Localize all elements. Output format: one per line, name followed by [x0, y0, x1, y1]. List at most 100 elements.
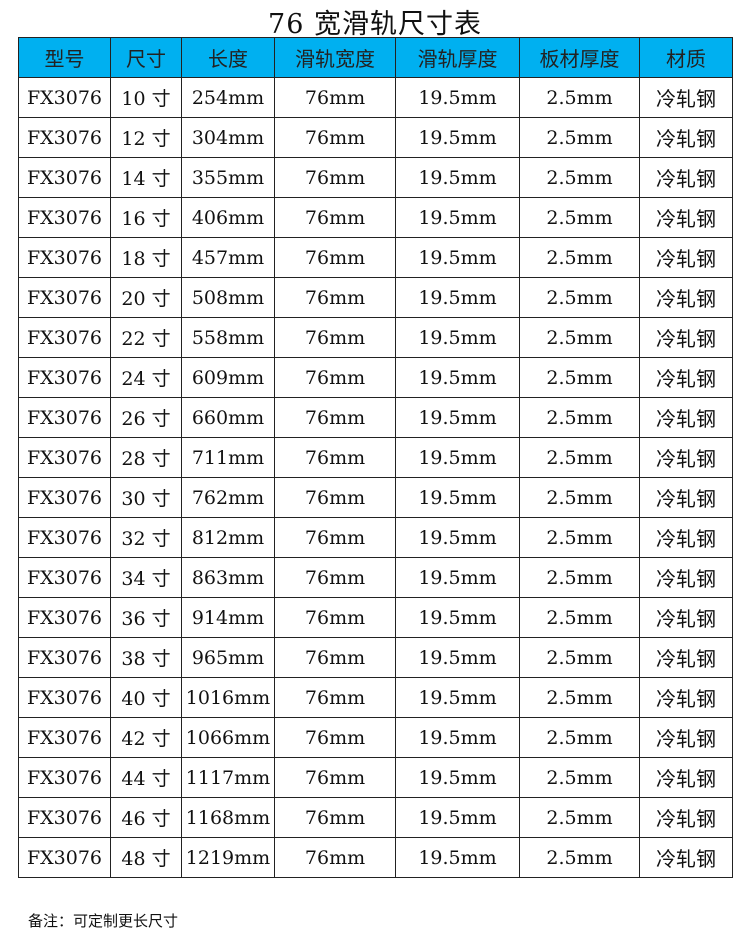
- cell-rail-width: 76mm: [274, 277, 396, 318]
- cell-size: 10 寸: [110, 77, 182, 118]
- table-row: FX3076 44 寸 1117mm 76mm 19.5mm 2.5mm 冷轧钢: [18, 757, 733, 798]
- footnote: 备注：可定制更长尺寸: [28, 912, 179, 930]
- cell-rail-width: 76mm: [274, 117, 396, 158]
- page-title: 76 宽滑轨尺寸表: [268, 9, 482, 40]
- cell-size: 32 寸: [110, 517, 182, 558]
- cell-model: FX3076: [18, 317, 111, 358]
- table-row: FX3076 10 寸 254mm 76mm 19.5mm 2.5mm 冷轧钢: [18, 77, 733, 118]
- cell-material: 冷轧钢: [639, 277, 733, 318]
- cell-rail-thickness: 19.5mm: [395, 197, 520, 238]
- cell-size: 28 寸: [110, 437, 182, 478]
- cell-plate-thickness: 2.5mm: [519, 77, 640, 118]
- cell-rail-thickness: 19.5mm: [395, 557, 520, 598]
- cell-material: 冷轧钢: [639, 197, 733, 238]
- cell-model: FX3076: [18, 277, 111, 318]
- cell-material: 冷轧钢: [639, 757, 733, 798]
- header-model: 型号: [18, 37, 111, 78]
- cell-rail-thickness: 19.5mm: [395, 317, 520, 358]
- header-plate-thickness: 板材厚度: [519, 37, 640, 78]
- cell-plate-thickness: 2.5mm: [519, 437, 640, 478]
- cell-rail-thickness: 19.5mm: [395, 677, 520, 718]
- table-row: FX3076 20 寸 508mm 76mm 19.5mm 2.5mm 冷轧钢: [18, 277, 733, 318]
- cell-size: 18 寸: [110, 237, 182, 278]
- cell-rail-thickness: 19.5mm: [395, 117, 520, 158]
- cell-material: 冷轧钢: [639, 517, 733, 558]
- cell-size: 22 寸: [110, 317, 182, 358]
- cell-size: 16 寸: [110, 197, 182, 238]
- header-length: 长度: [181, 37, 275, 78]
- cell-model: FX3076: [18, 437, 111, 478]
- cell-length: 609mm: [181, 357, 275, 398]
- header-material: 材质: [639, 37, 733, 78]
- cell-model: FX3076: [18, 77, 111, 118]
- cell-rail-thickness: 19.5mm: [395, 277, 520, 318]
- cell-model: FX3076: [18, 557, 111, 598]
- cell-rail-thickness: 19.5mm: [395, 237, 520, 278]
- cell-model: FX3076: [18, 237, 111, 278]
- cell-model: FX3076: [18, 117, 111, 158]
- cell-size: 46 寸: [110, 797, 182, 838]
- cell-rail-thickness: 19.5mm: [395, 797, 520, 838]
- cell-material: 冷轧钢: [639, 837, 733, 878]
- table-row: FX3076 46 寸 1168mm 76mm 19.5mm 2.5mm 冷轧钢: [18, 797, 733, 838]
- cell-plate-thickness: 2.5mm: [519, 837, 640, 878]
- cell-length: 406mm: [181, 197, 275, 238]
- table-row: FX3076 22 寸 558mm 76mm 19.5mm 2.5mm 冷轧钢: [18, 317, 733, 358]
- cell-rail-thickness: 19.5mm: [395, 517, 520, 558]
- cell-rail-width: 76mm: [274, 77, 396, 118]
- table-row: FX3076 28 寸 711mm 76mm 19.5mm 2.5mm 冷轧钢: [18, 437, 733, 478]
- cell-rail-thickness: 19.5mm: [395, 837, 520, 878]
- table-row: FX3076 16 寸 406mm 76mm 19.5mm 2.5mm 冷轧钢: [18, 197, 733, 238]
- cell-length: 762mm: [181, 477, 275, 518]
- cell-rail-thickness: 19.5mm: [395, 357, 520, 398]
- table-row: FX3076 30 寸 762mm 76mm 19.5mm 2.5mm 冷轧钢: [18, 477, 733, 518]
- cell-rail-width: 76mm: [274, 797, 396, 838]
- cell-length: 304mm: [181, 117, 275, 158]
- cell-rail-width: 76mm: [274, 557, 396, 598]
- cell-model: FX3076: [18, 357, 111, 398]
- table-row: FX3076 24 寸 609mm 76mm 19.5mm 2.5mm 冷轧钢: [18, 357, 733, 398]
- cell-plate-thickness: 2.5mm: [519, 117, 640, 158]
- cell-size: 24 寸: [110, 357, 182, 398]
- cell-size: 44 寸: [110, 757, 182, 798]
- header-rail-thickness: 滑轨厚度: [395, 37, 520, 78]
- header-row: 型号 尺寸 长度 滑轨宽度 滑轨厚度 板材厚度 材质: [18, 37, 733, 78]
- cell-size: 34 寸: [110, 557, 182, 598]
- cell-material: 冷轧钢: [639, 357, 733, 398]
- cell-rail-width: 76mm: [274, 197, 396, 238]
- cell-size: 26 寸: [110, 397, 182, 438]
- table-row: FX3076 14 寸 355mm 76mm 19.5mm 2.5mm 冷轧钢: [18, 157, 733, 198]
- cell-length: 914mm: [181, 597, 275, 638]
- cell-rail-width: 76mm: [274, 677, 396, 718]
- cell-plate-thickness: 2.5mm: [519, 637, 640, 678]
- cell-model: FX3076: [18, 797, 111, 838]
- cell-length: 711mm: [181, 437, 275, 478]
- cell-rail-width: 76mm: [274, 517, 396, 558]
- cell-rail-thickness: 19.5mm: [395, 437, 520, 478]
- cell-size: 30 寸: [110, 477, 182, 518]
- cell-length: 812mm: [181, 517, 275, 558]
- cell-length: 1016mm: [181, 677, 275, 718]
- cell-length: 558mm: [181, 317, 275, 358]
- cell-size: 40 寸: [110, 677, 182, 718]
- cell-plate-thickness: 2.5mm: [519, 477, 640, 518]
- cell-plate-thickness: 2.5mm: [519, 717, 640, 758]
- cell-plate-thickness: 2.5mm: [519, 677, 640, 718]
- cell-material: 冷轧钢: [639, 157, 733, 198]
- cell-length: 254mm: [181, 77, 275, 118]
- cell-rail-thickness: 19.5mm: [395, 77, 520, 118]
- cell-rail-width: 76mm: [274, 157, 396, 198]
- cell-material: 冷轧钢: [639, 437, 733, 478]
- table-row: FX3076 34 寸 863mm 76mm 19.5mm 2.5mm 冷轧钢: [18, 557, 733, 598]
- cell-material: 冷轧钢: [639, 317, 733, 358]
- table-row: FX3076 32 寸 812mm 76mm 19.5mm 2.5mm 冷轧钢: [18, 517, 733, 558]
- table-row: FX3076 38 寸 965mm 76mm 19.5mm 2.5mm 冷轧钢: [18, 637, 733, 678]
- cell-length: 1219mm: [181, 837, 275, 878]
- cell-model: FX3076: [18, 517, 111, 558]
- cell-rail-thickness: 19.5mm: [395, 597, 520, 638]
- cell-rail-width: 76mm: [274, 837, 396, 878]
- cell-plate-thickness: 2.5mm: [519, 197, 640, 238]
- cell-material: 冷轧钢: [639, 237, 733, 278]
- cell-plate-thickness: 2.5mm: [519, 597, 640, 638]
- cell-length: 660mm: [181, 397, 275, 438]
